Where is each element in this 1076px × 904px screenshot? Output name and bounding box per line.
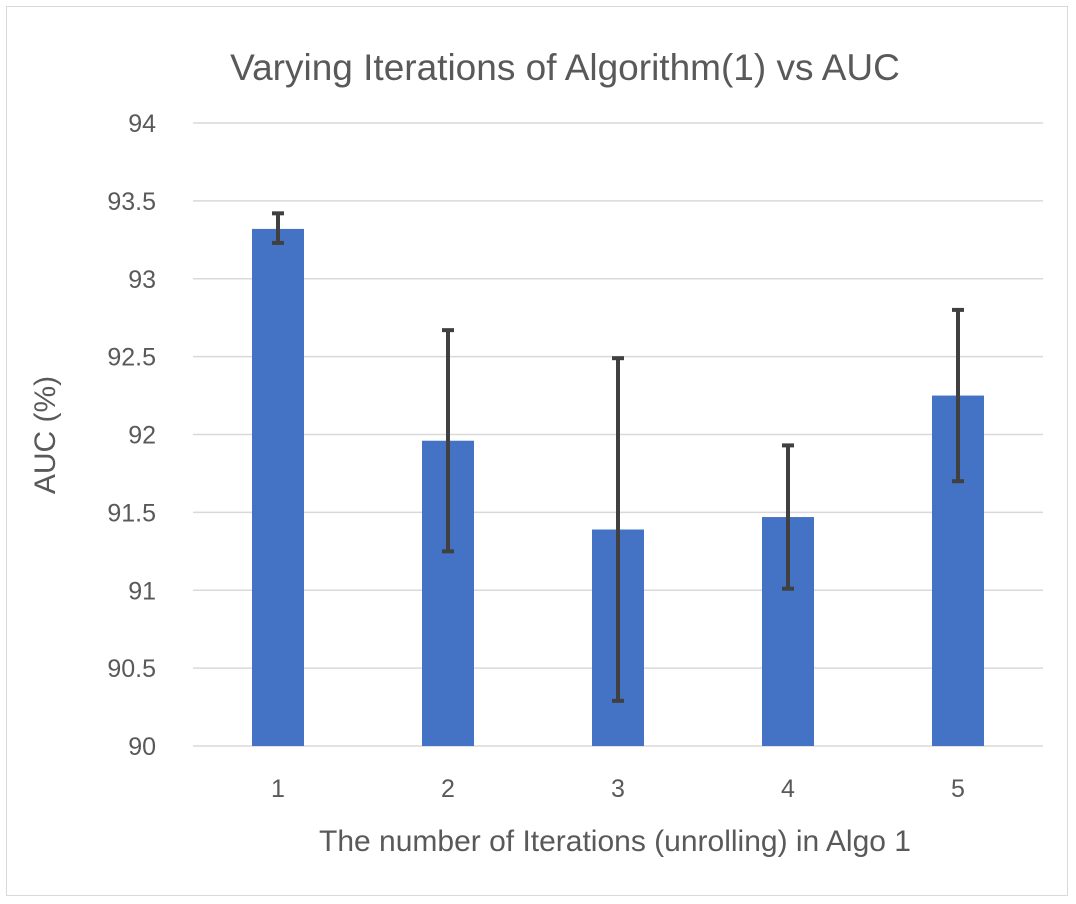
y-tick-label: 94: [128, 110, 156, 138]
y-tick-label: 90: [128, 733, 156, 761]
x-axis-label: The number of Iterations (unrolling) in …: [319, 825, 911, 858]
x-tick-label: 5: [951, 775, 965, 803]
bar: [252, 228, 304, 746]
y-axis-label: AUC (%): [29, 376, 62, 494]
y-tick-label: 91.5: [107, 499, 156, 527]
y-tick-label: 91: [128, 577, 156, 605]
error-bars: [272, 211, 964, 703]
y-axis-ticks: 90 90.5 91 91.5 92 92.5 93 93.5 94: [107, 110, 156, 761]
x-tick-label: 1: [271, 775, 285, 803]
x-axis-ticks: 1 2 3 4 5: [271, 775, 965, 803]
chart-frame: [6, 6, 1068, 896]
y-tick-label: 90.5: [107, 655, 156, 683]
x-tick-label: 2: [441, 775, 455, 803]
x-tick-label: 4: [781, 775, 795, 803]
x-tick-label: 3: [611, 775, 625, 803]
y-tick-label: 93.5: [107, 188, 156, 216]
y-tick-label: 92: [128, 422, 156, 450]
y-tick-label: 93: [128, 266, 156, 294]
chart-title: Varying Iterations of Algorithm(1) vs AU…: [230, 47, 900, 88]
y-tick-label: 92.5: [107, 344, 156, 372]
